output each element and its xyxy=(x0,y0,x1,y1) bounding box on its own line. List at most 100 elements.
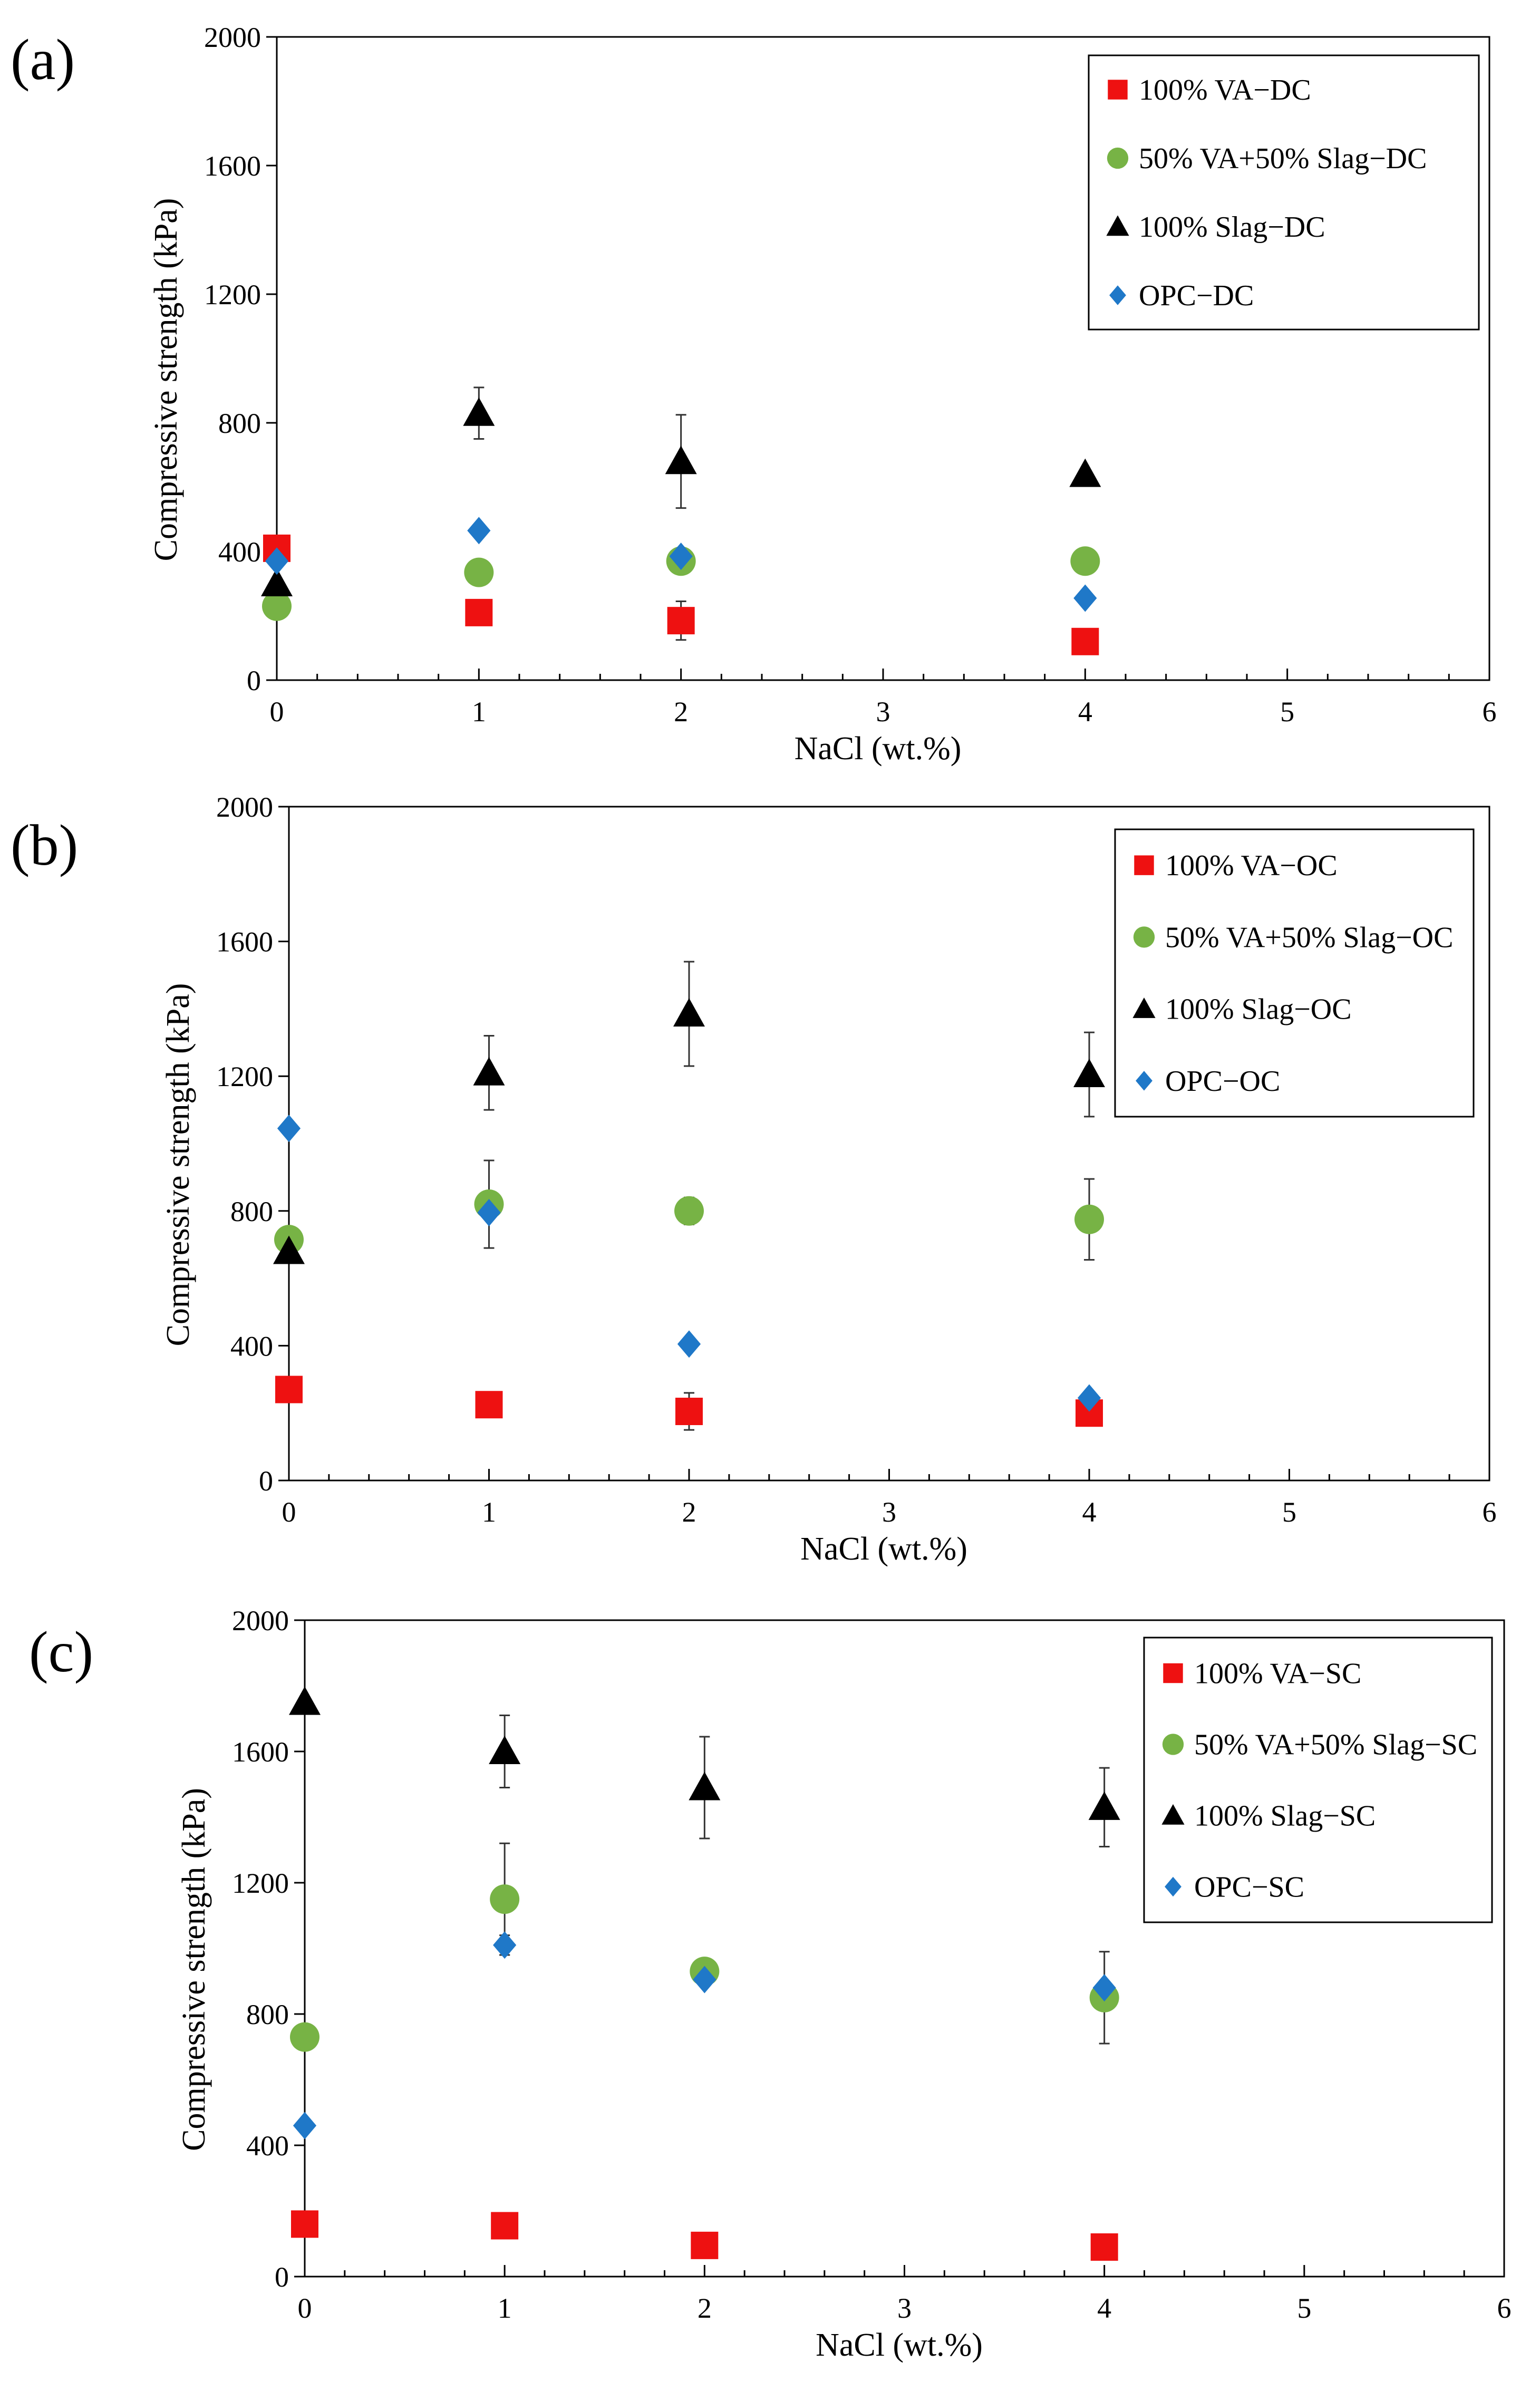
legend-label: 100% Slag−SC xyxy=(1194,1800,1376,1833)
data-point-triangle xyxy=(463,397,495,426)
y-tick-label: 0 xyxy=(259,1465,273,1497)
series-square xyxy=(263,534,1099,655)
series-diamond xyxy=(265,517,1097,612)
y-tick-label: 400 xyxy=(230,1330,273,1362)
data-point-diamond xyxy=(1092,1974,1116,2002)
series-diamond xyxy=(277,1115,1101,1412)
y-tick-label: 800 xyxy=(218,408,261,439)
y-tick-label: 0 xyxy=(247,665,261,696)
x-tick-label: 6 xyxy=(1483,1496,1497,1528)
data-point-diamond xyxy=(293,2112,317,2140)
chart-panel-2: (b) 0 1 2 3 4 5 6 0 400 800 1200 1600 2000 NaCl (wt.%)… xyxy=(11,791,1497,1567)
y-axis-title: Compressive strength (kPa) xyxy=(148,198,184,562)
data-point-circle xyxy=(490,1884,520,1914)
y-tick-label: 2000 xyxy=(204,22,261,53)
legend-marker-diamond xyxy=(1165,1876,1181,1897)
panel-label: (c) xyxy=(29,1620,93,1684)
legend-label: 50% VA+50% Slag−DC xyxy=(1139,142,1427,175)
data-point-triangle xyxy=(1088,1791,1120,1820)
y-tick-label: 800 xyxy=(246,1999,289,2030)
x-axis-title: NaCl (wt.%) xyxy=(795,731,962,767)
legend-label: 100% VA−SC xyxy=(1194,1658,1361,1690)
data-point-circle xyxy=(290,2022,319,2052)
legend-label: 50% VA+50% Slag−OC xyxy=(1165,921,1453,954)
x-axis-title: NaCl (wt.%) xyxy=(800,1531,967,1567)
y-tick-label: 1200 xyxy=(216,1061,273,1092)
data-point-square xyxy=(475,1391,503,1419)
y-tick-label: 0 xyxy=(275,2261,289,2293)
x-tick-label: 5 xyxy=(1280,696,1294,728)
data-point-diamond xyxy=(693,1966,716,1993)
x-tick-label: 6 xyxy=(1497,2292,1512,2324)
x-tick-label: 2 xyxy=(674,696,688,728)
data-point-triangle xyxy=(673,998,705,1027)
panel-label: (b) xyxy=(11,813,78,877)
series-diamond xyxy=(293,1931,1116,2140)
series-triangle xyxy=(289,1686,1120,1848)
x-tick-label: 2 xyxy=(698,2292,712,2324)
series-square xyxy=(291,2210,1118,2261)
data-point-triangle xyxy=(273,1235,305,1264)
data-point-square xyxy=(667,607,695,635)
legend-label: 100% Slag−DC xyxy=(1139,211,1325,244)
data-point-triangle xyxy=(261,568,293,596)
data-point-square xyxy=(491,2212,519,2240)
x-axis-title: NaCl (wt.%) xyxy=(816,2327,983,2363)
y-tick-label: 1600 xyxy=(232,1736,289,1768)
x-tick-label: 0 xyxy=(270,696,284,728)
data-point-square xyxy=(465,598,493,626)
x-tick-label: 3 xyxy=(882,1496,896,1528)
data-point-triangle xyxy=(665,446,697,475)
x-tick-label: 6 xyxy=(1483,696,1497,728)
y-tick-label: 400 xyxy=(246,2130,289,2162)
data-point-diamond xyxy=(677,1330,701,1358)
y-tick-label: 1600 xyxy=(204,150,261,182)
legend: 100% VA−DC 50% VA+50% Slag−DC 100% Slag−DC… xyxy=(1088,54,1480,331)
data-point-square xyxy=(275,1376,303,1403)
chart-panel-3: (c) 0 1 2 3 4 5 6 0 400 800 1200 1600 2000 NaCl (wt.%)… xyxy=(29,1605,1512,2363)
data-point-diamond xyxy=(1077,1384,1101,1412)
legend-marker-triangle xyxy=(1161,1804,1185,1825)
y-tick-label: 2000 xyxy=(216,791,273,823)
data-point-triangle xyxy=(489,1736,521,1764)
y-tick-label: 1200 xyxy=(232,1867,289,1899)
x-tick-label: 1 xyxy=(482,1496,496,1528)
data-point-triangle xyxy=(473,1057,505,1086)
legend-box xyxy=(1143,1637,1493,1923)
x-tick-label: 3 xyxy=(897,2292,912,2324)
legend-box xyxy=(1088,54,1480,331)
legend-marker-circle xyxy=(1162,1734,1184,1755)
chart-panel-1: (a) 0 1 2 3 4 5 6 0 400 800 1200 1600 2000 NaCl (wt.%)… xyxy=(11,22,1497,767)
data-point-triangle xyxy=(1073,1059,1105,1088)
y-tick-label: 800 xyxy=(230,1196,273,1227)
x-tick-label: 0 xyxy=(298,2292,312,2324)
legend-marker-square xyxy=(1163,1663,1183,1683)
data-point-triangle xyxy=(289,1686,321,1715)
legend-marker-triangle xyxy=(1132,998,1156,1018)
data-point-square xyxy=(291,2210,318,2238)
x-tick-label: 0 xyxy=(282,1496,296,1528)
y-tick-label: 400 xyxy=(218,536,261,568)
x-tick-label: 1 xyxy=(472,696,486,728)
legend-label: 100% VA−DC xyxy=(1139,74,1311,107)
y-tick-label: 1200 xyxy=(204,279,261,311)
legend-label: 100% Slag−OC xyxy=(1165,993,1352,1026)
legend-label: OPC−DC xyxy=(1139,279,1254,312)
data-point-diamond xyxy=(669,543,693,570)
data-point-diamond xyxy=(477,1198,501,1226)
data-point-triangle xyxy=(1069,458,1101,487)
legend-marker-square xyxy=(1134,855,1154,875)
legend-label: OPC−SC xyxy=(1194,1871,1304,1904)
x-tick-label: 4 xyxy=(1078,696,1092,728)
y-axis-title: Compressive strength (kPa) xyxy=(176,1788,212,2151)
data-point-circle xyxy=(1070,546,1100,576)
legend-box xyxy=(1114,828,1475,1118)
data-point-circle xyxy=(674,1196,704,1226)
x-tick-label: 5 xyxy=(1297,2292,1311,2324)
x-tick-label: 4 xyxy=(1097,2292,1111,2324)
panel-label: (a) xyxy=(11,27,75,92)
data-point-square xyxy=(691,2231,719,2259)
data-point-triangle xyxy=(689,1772,721,1800)
legend-marker-square xyxy=(1108,80,1128,100)
